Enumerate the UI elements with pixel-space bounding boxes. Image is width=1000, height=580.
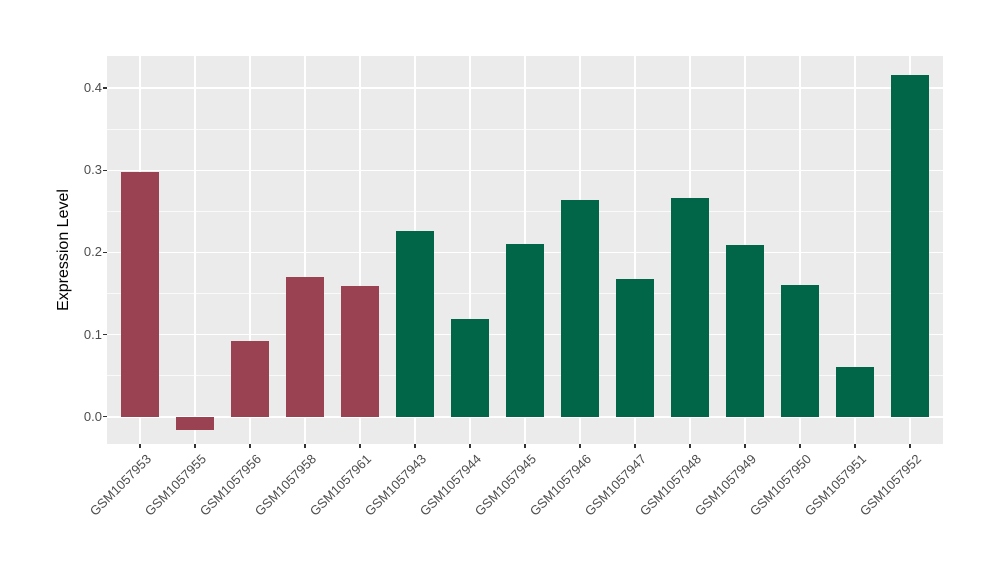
category-gridline (304, 56, 306, 444)
y-tick-label: 0.1 (83, 326, 102, 342)
x-tick-mark (799, 444, 801, 448)
bar-GSM1057945 (505, 244, 545, 417)
bar-GSM1057958 (285, 277, 325, 417)
y-tick-label: 0.0 (83, 408, 102, 424)
category-gridline (469, 56, 471, 444)
bar-GSM1057961 (340, 286, 380, 417)
bar-GSM1057956 (230, 341, 270, 417)
category-gridline (854, 56, 856, 444)
x-tick-mark (524, 444, 526, 448)
y-tick-mark (103, 334, 107, 336)
bar-GSM1057946 (560, 199, 600, 417)
x-tick-mark (744, 444, 746, 448)
x-tick-mark (359, 444, 361, 448)
bar-GSM1057950 (780, 285, 820, 417)
x-tick-mark (249, 444, 251, 448)
x-tick-mark (689, 444, 691, 448)
bar-GSM1057955 (175, 416, 215, 430)
bar-GSM1057947 (615, 278, 655, 417)
bar-GSM1057949 (725, 245, 765, 417)
y-tick-mark (103, 416, 107, 418)
y-tick-label: 0.3 (83, 162, 102, 178)
category-gridline (194, 56, 196, 444)
x-tick-mark (414, 444, 416, 448)
x-tick-mark (909, 444, 911, 448)
bar-GSM1057953 (120, 171, 160, 417)
category-gridline (249, 56, 251, 444)
bar-GSM1057943 (395, 231, 435, 417)
plot-panel (107, 56, 943, 444)
category-gridline (359, 56, 361, 444)
y-tick-mark (103, 169, 107, 171)
x-tick-mark (854, 444, 856, 448)
x-tick-mark (194, 444, 196, 448)
category-gridline (799, 56, 801, 444)
bar-GSM1057944 (450, 319, 490, 417)
y-tick-label: 0.2 (83, 244, 102, 260)
x-tick-mark (304, 444, 306, 448)
bar-GSM1057952 (890, 74, 930, 417)
y-tick-mark (103, 251, 107, 254)
y-tick-mark (103, 87, 107, 89)
category-gridline (634, 56, 636, 444)
x-tick-mark (139, 444, 141, 448)
x-tick-mark (469, 444, 471, 448)
x-tick-mark (634, 444, 636, 448)
bar-GSM1057948 (670, 198, 710, 417)
x-tick-mark (579, 444, 581, 448)
y-tick-label: 0.4 (83, 80, 102, 96)
bar-GSM1057951 (835, 366, 875, 417)
